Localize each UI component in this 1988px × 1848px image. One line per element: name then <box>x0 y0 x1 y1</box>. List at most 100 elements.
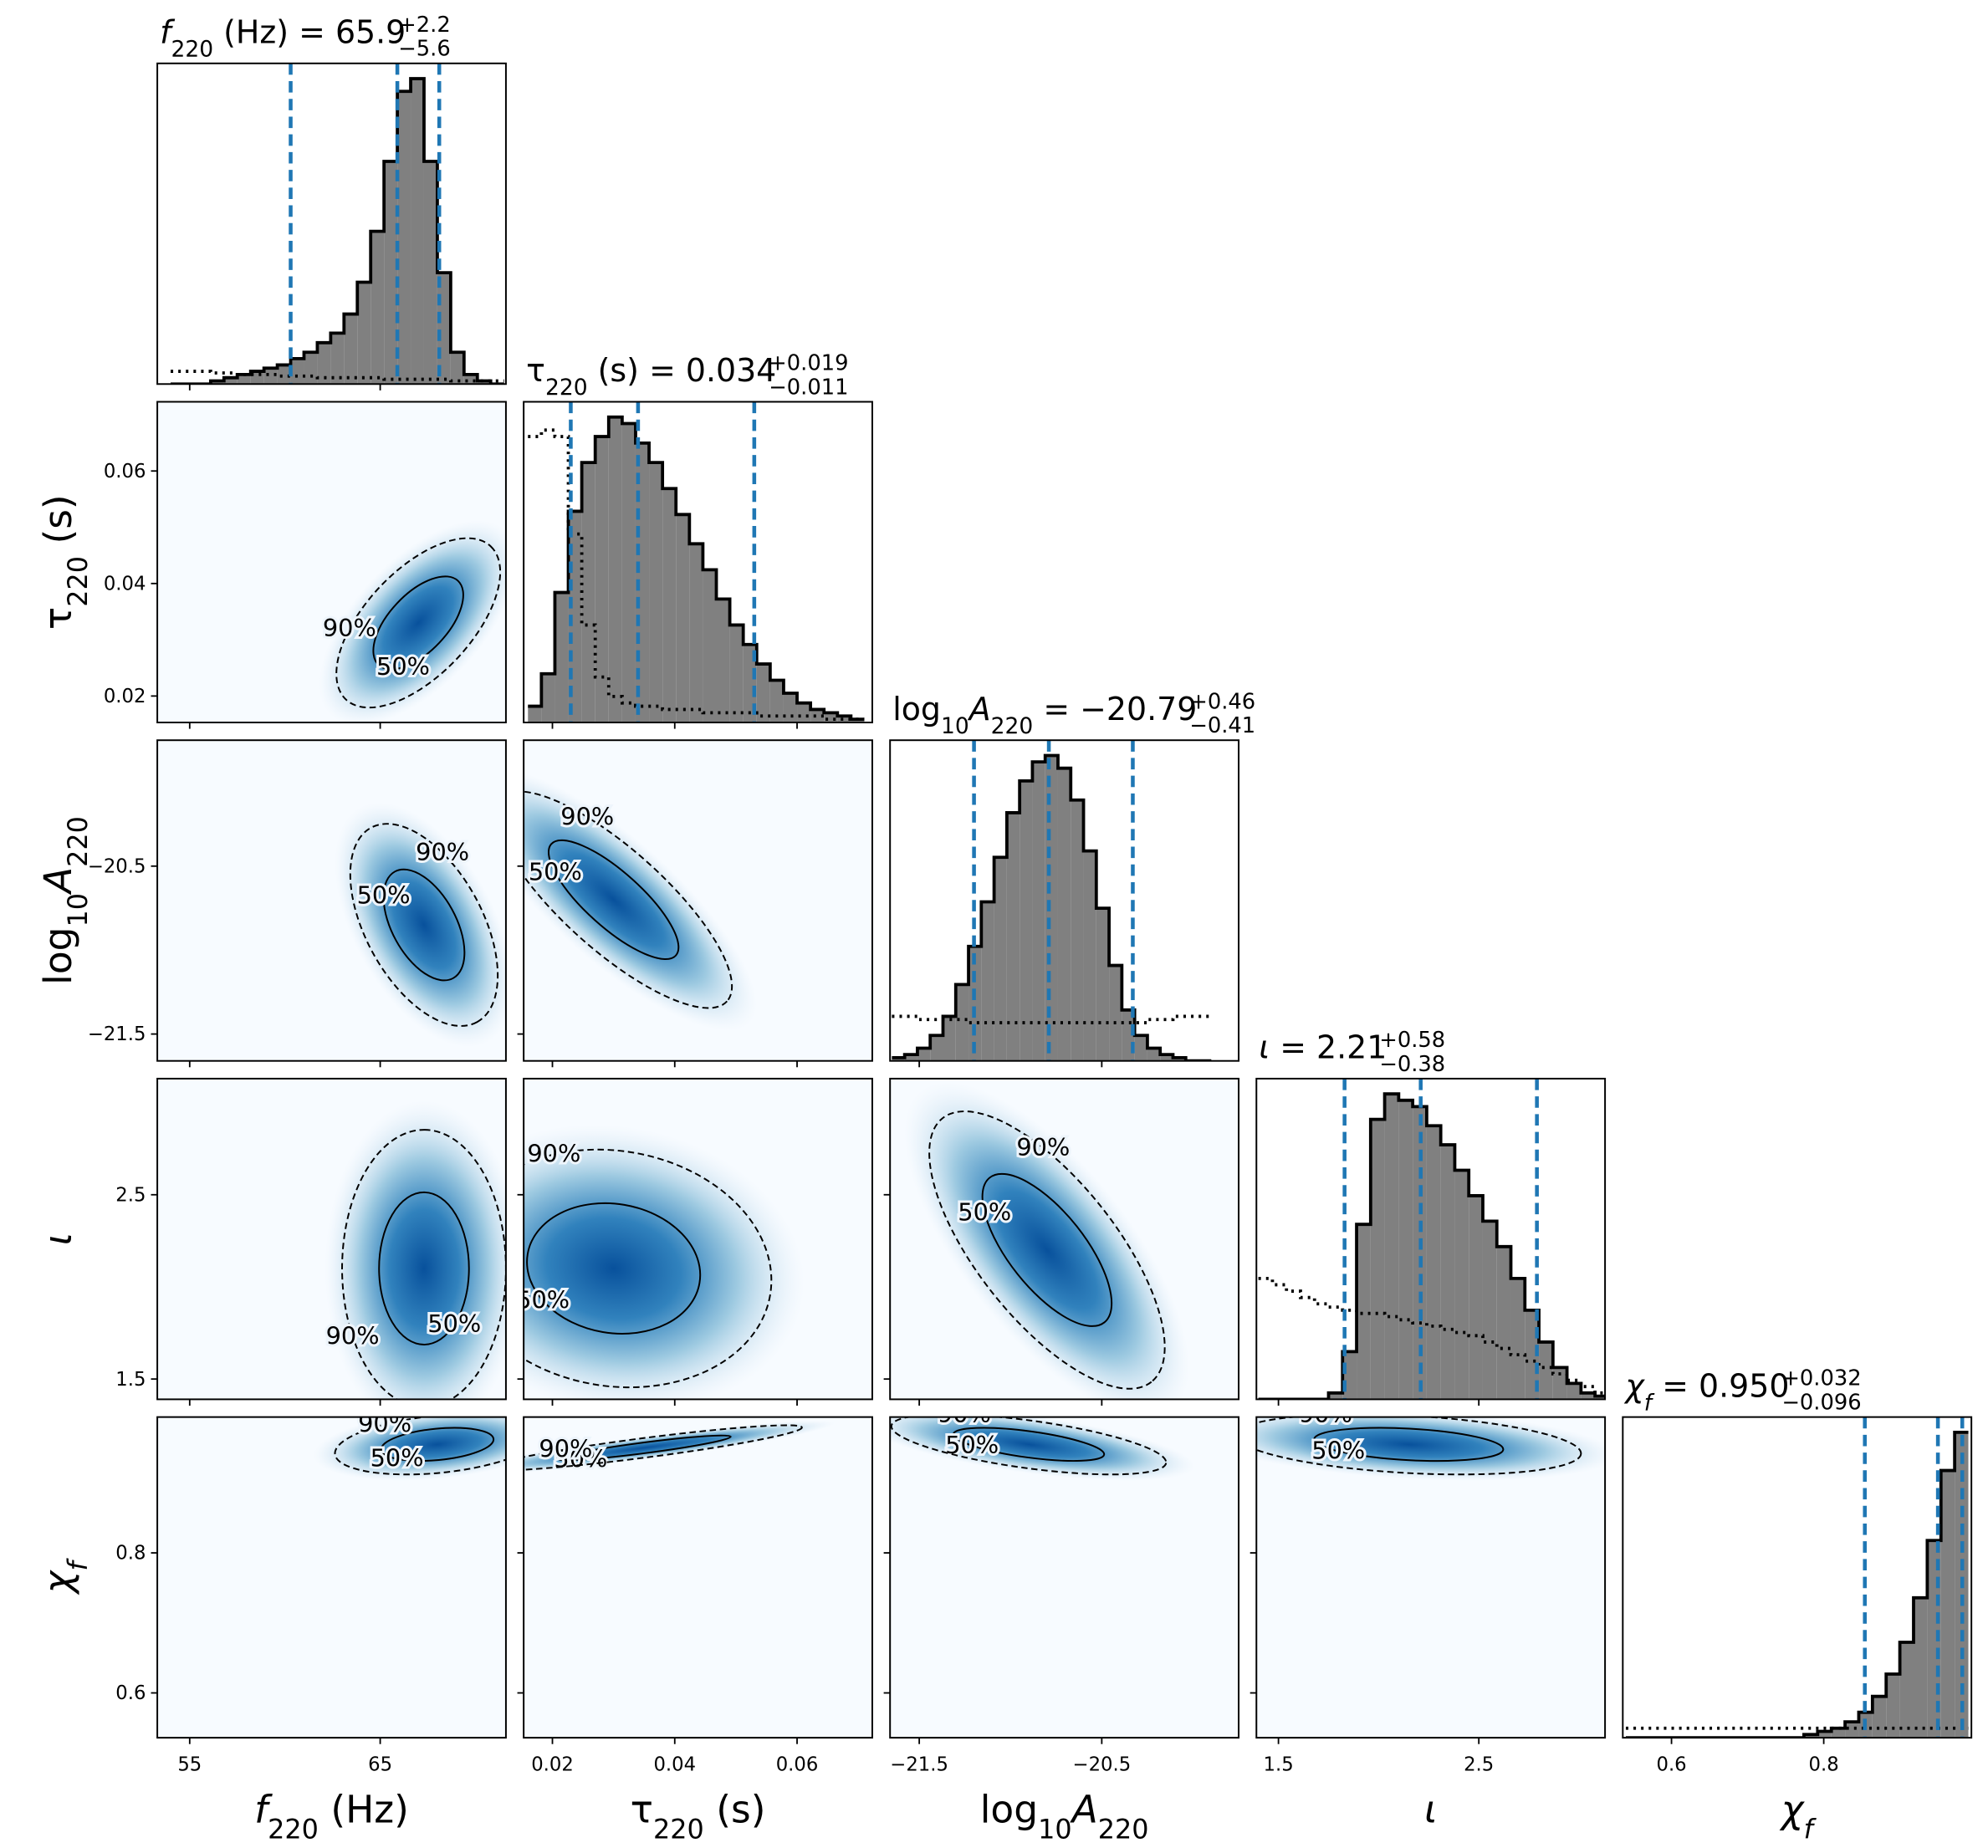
contour <box>526 1202 702 1335</box>
axis-label: f220 (Hz) <box>254 1788 409 1845</box>
panel-body: 50%90% <box>1256 1400 1606 1738</box>
panel-frame <box>523 1077 873 1401</box>
panel-body: 50%90% <box>157 1078 506 1400</box>
panel-body: 50%90% <box>524 1417 872 1738</box>
hist-bar <box>1482 1221 1497 1400</box>
title-minus: −5.6 <box>398 37 451 62</box>
contour-label: 90% <box>416 838 469 866</box>
hist-bar <box>769 680 784 722</box>
hist-bar <box>1426 1126 1441 1400</box>
axis-label: log10A220 <box>980 1788 1149 1845</box>
density <box>524 1420 836 1476</box>
label-part: ι <box>36 1233 80 1245</box>
axis-label: χf <box>36 1558 94 1596</box>
x-tick-label: 0.02 <box>531 1754 574 1776</box>
hist-bar <box>423 161 437 385</box>
hist-bar <box>1831 1728 1846 1738</box>
hist-bar <box>1940 1470 1955 1738</box>
hist-outline <box>528 415 865 722</box>
panel-body <box>157 63 506 385</box>
panel-frame <box>1255 1077 1607 1401</box>
contour-label: 50% <box>357 881 411 910</box>
contour-label: 90% <box>358 1409 411 1437</box>
contour <box>981 1172 1113 1327</box>
panel-frame <box>156 62 507 385</box>
title-minus: −0.096 <box>1781 1391 1861 1416</box>
panel-frame <box>889 1077 1240 1401</box>
panel-frame <box>1255 1416 1607 1739</box>
hist-bar <box>581 462 595 722</box>
contour-label: 50% <box>371 1444 424 1473</box>
label-part: 10 <box>62 893 94 927</box>
hist-bar <box>450 352 464 385</box>
x-tick-label: −21.5 <box>890 1754 948 1776</box>
panel-frame <box>156 1416 507 1739</box>
contour-label: 50% <box>427 1309 481 1338</box>
hist-bar <box>851 719 865 722</box>
density <box>319 520 506 722</box>
contour <box>928 1110 1166 1390</box>
panel-body: 50%90% <box>524 740 872 1061</box>
hist-bar <box>621 423 636 722</box>
axis-label: τ220 (s) <box>36 494 94 630</box>
contour-label: 50% <box>554 1445 607 1473</box>
hist-bar <box>756 664 770 722</box>
title-value: = 2.21 <box>1280 1029 1387 1066</box>
hist-bar <box>463 374 478 385</box>
hist-bar <box>1109 965 1122 1061</box>
panel-title: f220 (Hz) = 65.9 <box>160 14 406 62</box>
x-tick-label: 0.8 <box>1809 1754 1839 1776</box>
hist-bar <box>1552 1367 1567 1400</box>
axis-label: χf <box>1779 1788 1817 1845</box>
label-part: (Hz) <box>213 14 289 51</box>
contour <box>524 790 733 1009</box>
density <box>335 802 506 1048</box>
contour-label: 50% <box>516 1286 570 1315</box>
hist-bar <box>344 314 358 385</box>
hist-bar <box>968 946 982 1061</box>
hist-bar <box>1134 1035 1147 1061</box>
panel-body: 50%90% <box>157 740 506 1061</box>
hist-bar <box>210 380 224 385</box>
label-part: 220 <box>991 712 1034 738</box>
panel-frame <box>523 1416 873 1739</box>
hist-bar <box>1071 799 1084 1061</box>
contour <box>524 1148 773 1389</box>
axis-label: τ220 (s) <box>631 1788 766 1845</box>
contour-label: 90% <box>539 1434 592 1463</box>
contour-label: 90% <box>1299 1400 1352 1428</box>
contour-label: 50% <box>1311 1437 1365 1465</box>
hist-bar <box>357 282 371 385</box>
label-part: τ <box>36 607 80 630</box>
density <box>325 1100 506 1400</box>
hist-bar <box>1595 1396 1606 1400</box>
contour-label: 50% <box>529 858 582 886</box>
y-tick-label: 0.8 <box>115 1543 146 1565</box>
hist-bar <box>1886 1674 1900 1738</box>
hist-outline <box>1625 1431 1969 1738</box>
label-part: (Hz) <box>319 1788 409 1832</box>
hist-bar <box>384 161 398 385</box>
contour <box>556 1434 732 1462</box>
hist-bar <box>1496 1246 1511 1400</box>
hist-bar <box>1440 1145 1455 1400</box>
hist-bar <box>304 352 318 385</box>
panel-body: 50%90% <box>157 1409 506 1738</box>
hist-bar <box>1510 1278 1525 1400</box>
contour <box>334 1417 506 1476</box>
x-tick-label: 55 <box>177 1754 202 1776</box>
panel-title: ι = 2.21 <box>1259 1029 1387 1066</box>
y-tick-label: 0.04 <box>104 573 146 595</box>
x-tick-label: 0.6 <box>1657 1754 1687 1776</box>
hist-bar <box>1096 908 1110 1061</box>
contour-label: 90% <box>527 1140 580 1168</box>
y-tick-label: 0.06 <box>104 461 146 482</box>
hist-bar <box>797 702 811 722</box>
hist-bar <box>994 857 1007 1061</box>
x-tick-label: 0.06 <box>776 1754 819 1776</box>
x-tick-label: 1.5 <box>1264 1754 1294 1776</box>
label-part: 10 <box>941 712 969 738</box>
hist-bar <box>943 1016 956 1061</box>
label-part: 220 <box>62 556 94 607</box>
